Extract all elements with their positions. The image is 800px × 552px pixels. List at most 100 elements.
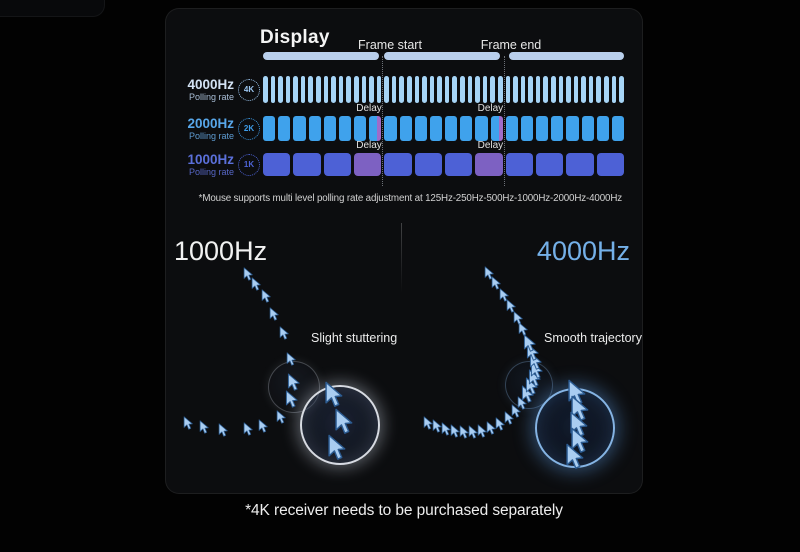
poll-bar — [263, 116, 276, 141]
cursor-icon — [287, 373, 300, 391]
cursor-icon — [423, 416, 433, 430]
cursor-icon — [276, 410, 286, 424]
poll-bar — [452, 76, 458, 103]
cursor-icon — [432, 419, 442, 433]
poll-bar — [376, 76, 382, 103]
poll-bar — [361, 76, 367, 103]
poll-bar — [535, 76, 541, 103]
poll-bar — [353, 153, 382, 176]
right-panel-caption: Smooth trajectory — [544, 331, 642, 345]
poll-bar — [460, 76, 465, 103]
cursor-icon — [261, 289, 271, 303]
poll-bar — [505, 76, 511, 103]
rate-label: 2000Hz — [187, 115, 234, 131]
cursor-icon — [511, 404, 521, 418]
cursor-icon — [530, 361, 543, 379]
poll-bar — [513, 76, 518, 103]
poll-bar — [611, 76, 617, 103]
poll-bar — [354, 116, 367, 141]
poll-bar — [346, 76, 351, 103]
cursor-icon — [565, 443, 584, 470]
poll-bar — [497, 76, 503, 103]
cursor-icon — [517, 396, 527, 410]
polling-row-label: 1000Hz Polling rate 1K — [168, 149, 260, 180]
poll-bar — [536, 116, 549, 141]
cursor-icon — [279, 326, 289, 340]
poll-bar — [611, 116, 625, 141]
polling-rate-card: Display Frame start Frame end 4000Hz Pol… — [165, 8, 643, 494]
cursor-icon — [477, 424, 487, 438]
cursor-icon — [513, 311, 523, 325]
display-label: Display — [260, 27, 330, 48]
cursor-icon — [269, 307, 279, 321]
poll-bar — [619, 76, 624, 103]
cursor-icon — [504, 411, 514, 425]
cursor-icon — [484, 266, 494, 280]
poll-bar — [566, 116, 579, 141]
receiver-footnote: *4K receiver needs to be purchased separ… — [245, 502, 563, 519]
poll-bar — [323, 116, 336, 141]
polling-bars-row — [263, 76, 624, 103]
right-panel-title: 4000Hz — [536, 236, 630, 266]
cursor-icon — [285, 390, 298, 408]
poll-bar — [444, 76, 450, 103]
poll-bar — [505, 153, 533, 176]
polling-bars-row — [263, 116, 625, 141]
cursor-icon — [183, 416, 193, 430]
cursor-icon — [523, 334, 536, 352]
cursor-icon — [199, 420, 209, 434]
frame-end-label: Frame end — [480, 38, 542, 52]
delay-label: Delay — [356, 140, 382, 151]
cursor-icon — [334, 408, 353, 435]
poll-bar — [414, 116, 427, 141]
poll-bar — [270, 76, 276, 103]
cursor-icon — [499, 288, 509, 302]
poll-bar — [399, 76, 404, 103]
poll-bar — [566, 153, 594, 176]
poll-bar — [520, 116, 534, 141]
polling-footnote: *Mouse supports multi level polling rate… — [198, 193, 622, 204]
poll-bar — [414, 76, 420, 103]
cursor-icon — [441, 422, 451, 436]
poll-bar — [505, 116, 518, 141]
polling-row-label: 2000Hz Polling rate 2K — [168, 112, 260, 145]
cursor-icon — [286, 352, 296, 366]
poll-bar — [331, 76, 336, 103]
poll-bar — [263, 153, 291, 176]
poll-bar — [369, 116, 382, 141]
poll-bar — [596, 116, 609, 141]
poll-bar — [490, 76, 495, 103]
poll-bar — [550, 76, 556, 103]
poll-bar — [520, 76, 526, 103]
rate-label: 1000Hz — [187, 151, 234, 167]
poll-bar — [278, 76, 283, 103]
poll-bar — [422, 76, 427, 103]
poll-bar — [316, 76, 321, 103]
poll-bar — [573, 76, 579, 103]
cursor-icon — [486, 421, 496, 435]
poll-bar — [263, 76, 268, 103]
poll-bar — [384, 76, 389, 103]
rate-sublabel: Polling rate — [188, 131, 234, 142]
poll-bar — [535, 153, 564, 176]
poll-bar — [588, 76, 594, 103]
poll-bar — [308, 76, 314, 103]
poll-bar — [596, 153, 624, 176]
poll-bar — [528, 76, 533, 103]
poll-bar — [293, 153, 321, 176]
cursor-icon — [324, 381, 343, 408]
poll-bar — [604, 76, 609, 103]
poll-bar — [551, 116, 564, 141]
poll-bar — [293, 76, 298, 103]
cursor-icon — [521, 385, 534, 403]
comparison-section: 1000Hz 4000Hz Slight stuttering Smooth t… — [166, 216, 644, 495]
poll-bar — [581, 116, 594, 141]
cursor-icon — [243, 267, 253, 281]
rate-label: 4000Hz — [187, 76, 234, 92]
poll-bar — [429, 76, 435, 103]
polling-bars-row — [263, 153, 624, 176]
cursor-icon — [450, 424, 460, 438]
poll-bar — [467, 76, 473, 103]
cursor-icon — [251, 277, 261, 291]
